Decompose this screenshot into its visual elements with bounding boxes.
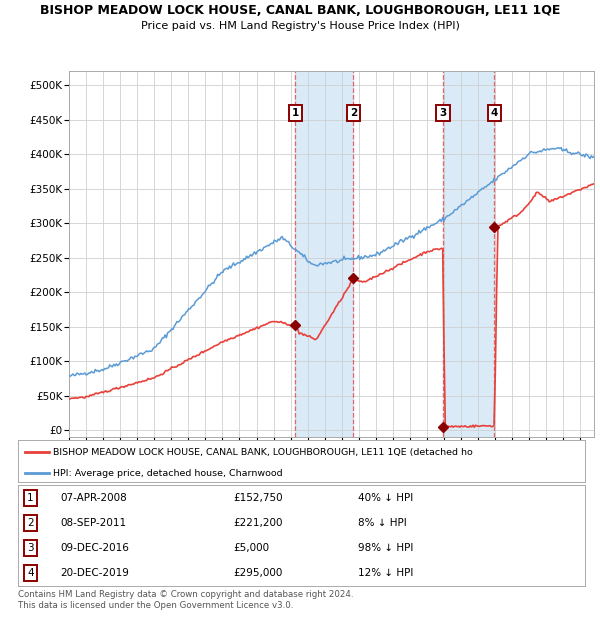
Text: 12% ↓ HPI: 12% ↓ HPI [358, 569, 413, 578]
Text: 3: 3 [27, 543, 34, 553]
Text: This data is licensed under the Open Government Licence v3.0.: This data is licensed under the Open Gov… [18, 601, 293, 611]
Text: 2: 2 [350, 108, 357, 118]
Text: £221,200: £221,200 [233, 518, 283, 528]
Text: 40% ↓ HPI: 40% ↓ HPI [358, 493, 413, 503]
Text: 09-DEC-2016: 09-DEC-2016 [61, 543, 130, 553]
Text: 1: 1 [27, 493, 34, 503]
Text: BISHOP MEADOW LOCK HOUSE, CANAL BANK, LOUGHBOROUGH, LE11 1QE (detached ho: BISHOP MEADOW LOCK HOUSE, CANAL BANK, LO… [53, 448, 473, 456]
Bar [443, 71, 494, 437]
Text: 08-SEP-2011: 08-SEP-2011 [61, 518, 127, 528]
Text: 4: 4 [27, 569, 34, 578]
Text: BISHOP MEADOW LOCK HOUSE, CANAL BANK, LOUGHBOROUGH, LE11 1QE: BISHOP MEADOW LOCK HOUSE, CANAL BANK, LO… [40, 4, 560, 17]
Text: 98% ↓ HPI: 98% ↓ HPI [358, 543, 413, 553]
Text: 20-DEC-2019: 20-DEC-2019 [61, 569, 130, 578]
Text: £152,750: £152,750 [233, 493, 283, 503]
Text: 8% ↓ HPI: 8% ↓ HPI [358, 518, 407, 528]
Bar [295, 71, 353, 437]
Text: Contains HM Land Registry data © Crown copyright and database right 2024.: Contains HM Land Registry data © Crown c… [18, 590, 353, 600]
Text: HPI: Average price, detached house, Charnwood: HPI: Average price, detached house, Char… [53, 469, 283, 477]
Text: 1: 1 [292, 108, 299, 118]
Text: 3: 3 [439, 108, 446, 118]
Text: 07-APR-2008: 07-APR-2008 [61, 493, 127, 503]
Text: £5,000: £5,000 [233, 543, 269, 553]
Text: £295,000: £295,000 [233, 569, 283, 578]
Text: 4: 4 [491, 108, 498, 118]
Text: 2: 2 [27, 518, 34, 528]
Text: Price paid vs. HM Land Registry's House Price Index (HPI): Price paid vs. HM Land Registry's House … [140, 21, 460, 31]
